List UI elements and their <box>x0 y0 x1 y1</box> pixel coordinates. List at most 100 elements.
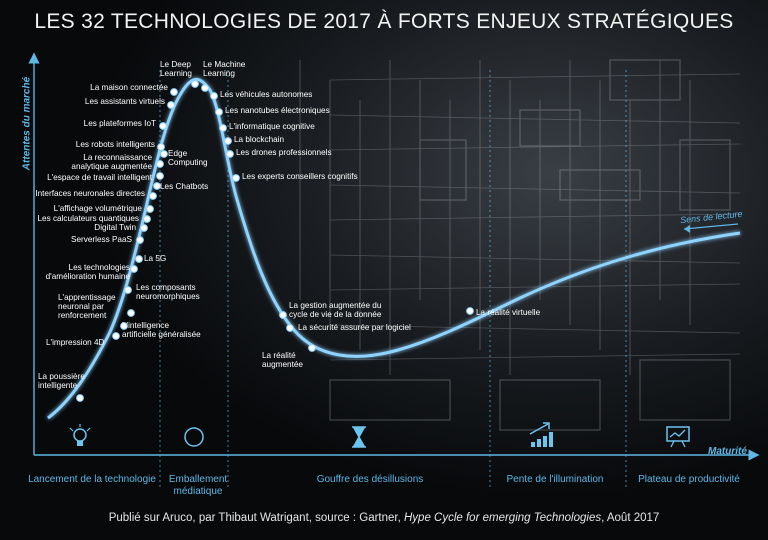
page-title: LES 32 TECHNOLOGIES DE 2017 À FORTS ENJE… <box>34 10 734 33</box>
tech-label-line: Learning <box>160 69 192 78</box>
circuit-trace <box>329 324 741 334</box>
tech-label-line: artificielle généralisée <box>122 330 201 339</box>
tech-dot-la-blockchain <box>224 137 232 145</box>
rising-bars-icon <box>529 422 553 447</box>
tech-dot-les-vehicules-autonomes <box>210 92 218 100</box>
tech-label-line: Edge <box>168 149 188 158</box>
tech-label-line: d'amélioration humaine <box>46 272 131 281</box>
circuit-board-backdrop <box>299 59 741 431</box>
tech-label-line: Learning <box>203 69 235 78</box>
source-footer: Publié sur Aruco, par Thibaut Watrigant,… <box>0 512 768 524</box>
tech-label-line: La gestion augmentée du <box>289 301 382 310</box>
tech-dot-la-5g <box>135 255 143 263</box>
lightbulb-icon-base <box>77 441 83 446</box>
tech-dot-les-robots-intelligents <box>157 143 165 151</box>
tech-label-la-reconnaissance-analytique-augmentee: La reconnaissance analytique augmentée <box>71 153 152 171</box>
tech-dot-les-nanotubes-electroniques <box>215 108 223 116</box>
tech-dot-le-machine-learning <box>201 84 209 92</box>
footer-suffix: , Août 2017 <box>601 512 660 524</box>
tech-dot-les-chatbots <box>153 182 161 190</box>
tech-dot-la-gestion-augmentee-du-cycle-de-vie-de-la-donnee <box>279 311 287 319</box>
tech-dot-edge-computing <box>160 150 168 158</box>
y-axis-label: Attentes du marché <box>21 76 33 171</box>
phase-label-plateau: Plateau de productivité <box>638 474 740 485</box>
tech-dot-les-calculateurs-quantiques <box>143 215 151 223</box>
tech-label-le-deep-learning: Le Deep Learning <box>160 60 192 78</box>
tech-dot-l-espace-de-travail-intelligent <box>156 172 164 180</box>
lightbulb-icon <box>69 424 91 446</box>
tech-dot-les-assistants-virtuels <box>167 101 175 109</box>
tech-label-la-5g: La 5G <box>144 254 166 263</box>
circuit-trace <box>329 353 741 361</box>
tech-dot-la-reconnaissance-analytique-augmentee <box>156 160 164 168</box>
tech-dot-digital-twin <box>140 224 148 232</box>
tech-label-interfaces-neuronales-directes: Interfaces neuronales directes <box>35 189 145 198</box>
circuit-trace <box>329 143 741 151</box>
circuit-chip <box>329 379 451 421</box>
tech-label-line: Les technologies <box>69 263 130 272</box>
tech-dot-l-informatique-cognitive <box>219 124 227 132</box>
tech-label-line: La reconnaissance <box>83 153 152 162</box>
tech-dot-l-impression-4d <box>112 332 120 340</box>
circuit-trace <box>329 213 741 221</box>
tech-dot-la-maison-connectee <box>170 88 178 96</box>
tech-label-les-assistants-virtuels: Les assistants virtuels <box>85 97 165 106</box>
rising-bars-icon-bar <box>543 436 547 447</box>
tech-label-line: L'apprentissage <box>58 293 116 302</box>
tech-label-les-drones-professionnels: Les drones professionnels <box>236 148 332 157</box>
tech-dot-serverless-paas <box>136 236 144 244</box>
tech-dot-les-technologies-d-amelioration-humaine <box>130 265 138 273</box>
tech-label-les-calculateurs-quantiques: Les calculateurs quantiques <box>37 214 139 223</box>
tech-dot-les-experts-conseillers-cognitifs <box>232 174 240 182</box>
circuit-chip <box>499 379 601 431</box>
tech-label-la-securite-assuree-par-logiciel: La sécurité assurée par logiciel <box>298 323 411 332</box>
tech-label-line: Les composants <box>136 283 196 292</box>
circuit-chip <box>419 139 467 201</box>
technology-dots <box>76 80 474 402</box>
x-axis-label: Maturité <box>708 446 747 457</box>
rising-bars-icon-arrow <box>529 422 550 435</box>
phase-label-launch: Lancement de la technologie <box>28 474 156 485</box>
tech-label-la-poussiere-intelligente: La poussière intelligente <box>38 372 85 390</box>
compass-icon <box>184 427 204 447</box>
tech-label-les-chatbots: Les Chatbots <box>160 182 208 191</box>
tech-label-les-composants-neuromorphiques: Les composants neuromorphiques <box>136 283 200 301</box>
circuit-chip <box>609 59 681 101</box>
presentation-board-icon-frame <box>666 426 690 442</box>
tech-label-les-plateformes-iot: Les plateformes IoT <box>84 119 156 128</box>
tech-label-line: neuronal par <box>58 302 104 311</box>
rising-bars-icon-bar <box>549 432 553 447</box>
rising-bars-icon-bar <box>537 439 541 447</box>
tech-label-les-technologies-d-amelioration-humaine: Les technologies d'amélioration humaine <box>46 263 131 281</box>
tech-label-line: L'intelligence <box>122 321 170 330</box>
reading-direction-arrow <box>683 223 739 230</box>
lightbulb-icon-ray <box>69 427 74 432</box>
tech-dot-la-securite-assuree-par-logiciel <box>286 324 294 332</box>
circuit-chip <box>679 139 731 211</box>
circuit-chip <box>639 359 731 421</box>
tech-dot-la-poussiere-intelligente <box>76 394 84 402</box>
lightbulb-icon-ray <box>86 427 91 432</box>
tech-dot-les-drones-professionnels <box>226 150 234 158</box>
tech-label-la-realite-virtuelle: La réalité virtuelle <box>476 308 541 317</box>
tech-dot-l-apprentissage-neuronal-par-renforcement <box>127 309 135 317</box>
tech-label-line: neuromorphiques <box>136 292 200 301</box>
tech-label-la-blockchain: La blockchain <box>234 135 285 144</box>
tech-label-le-machine-learning: Le Machine Learning <box>203 60 246 78</box>
tech-label-line: renforcement <box>58 311 107 320</box>
presentation-board-icon <box>666 426 690 448</box>
circuit-trace <box>329 184 741 194</box>
circuit-trace <box>329 114 741 124</box>
tech-label-edge-computing: Edge Computing <box>168 149 208 167</box>
tech-label-line: Computing <box>168 158 208 167</box>
phase-label-hype: Emballement médiatique <box>168 474 228 497</box>
tech-label-l-impression-4d: L'impression 4D <box>46 338 105 347</box>
tech-dot-la-realite-augmentee <box>308 344 316 352</box>
tech-label-serverless-paas: Serverless PaaS <box>71 235 133 244</box>
circuit-trace <box>329 283 741 291</box>
tech-label-l-apprentissage-neuronal-par-renforcement: L'apprentissage neuronal par renforcement <box>58 293 116 320</box>
footer-report-title: Hype Cycle for emerging Technologies <box>404 512 602 524</box>
tech-label-l-intelligence-artificielle-generalisee: L'intelligence artificielle généralisée <box>122 321 201 339</box>
tech-label-l-affichage-volumetrique: L'affichage volumétrique <box>54 204 143 213</box>
tech-label-l-espace-de-travail-intelligent: L'espace de travail intelligent <box>47 173 153 182</box>
